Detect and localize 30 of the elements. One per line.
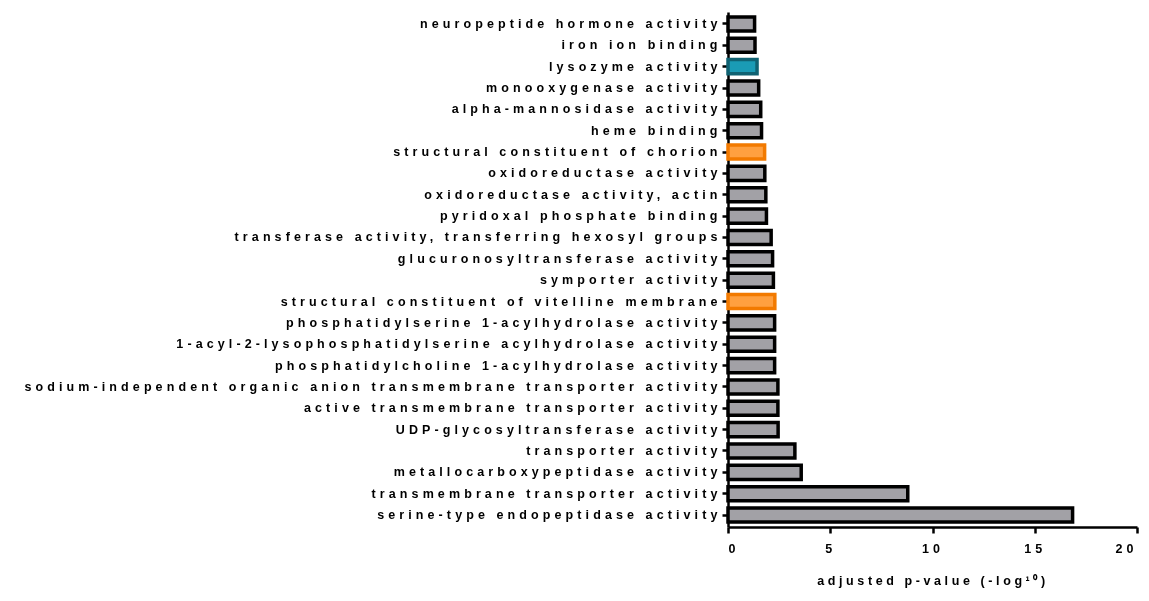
y-tick-label: transporter activity (526, 443, 722, 458)
y-tick-label: oxidoreductase activity, actin (424, 187, 722, 202)
y-tick-label: metallocarboxypeptidase activity (393, 465, 722, 480)
x-tick-label: 20 (1115, 541, 1138, 556)
y-tick-label: oxidoreductase activity (488, 166, 722, 181)
y-tick-label: phosphatidylserine 1-acylhydrolase activity (286, 315, 722, 330)
x-tick-label: 5 (825, 541, 837, 556)
y-tick-label: transmembrane transporter activity (371, 486, 722, 501)
y-tick-label: UDP-glycosyltransferase activity (395, 422, 722, 437)
x-tick-label: 15 (1024, 541, 1047, 556)
y-tick-label: structural constituent of chorion (393, 145, 722, 160)
y-tick-label: structural constituent of vitelline membrane (280, 294, 722, 309)
y-tick-label: glucuronosyltransferase activity (397, 251, 722, 266)
y-tick-label: transferase activity, transferring hexosyl groups (234, 230, 722, 245)
y-tick-label: monooxygenase activity (486, 81, 722, 96)
y-tick-label: lysozyme activity (548, 59, 722, 74)
x-tick-label: 10 (921, 541, 945, 556)
y-tick-label: serine-type endopeptidase activity (377, 508, 722, 523)
x-tick-label: 0 (728, 541, 740, 556)
y-tick-label: phosphatidylcholine 1-acylhydrolase activity (275, 358, 722, 373)
y-tick-label: pyridoxal phosphate binding (439, 209, 722, 224)
x-axis-title: adjusted p-value (-log¹⁰) (817, 574, 1049, 588)
y-tick-label: active transmembrane transporter activity (303, 401, 722, 416)
y-tick-label: alpha-mannosidase activity (451, 102, 722, 117)
y-tick-label: symporter activity (540, 273, 722, 288)
y-tick-label: neuropeptide hormone activity (419, 16, 722, 31)
y-tick-label: heme binding (591, 123, 722, 138)
y-tick-label: iron ion binding (561, 38, 722, 53)
y-tick-label: 1-acyl-2-lysophosphatidylserine acylhydrolase activity (176, 337, 722, 352)
y-tick-label: sodium-independent organic anion transmembrane transporter activity (24, 379, 722, 394)
